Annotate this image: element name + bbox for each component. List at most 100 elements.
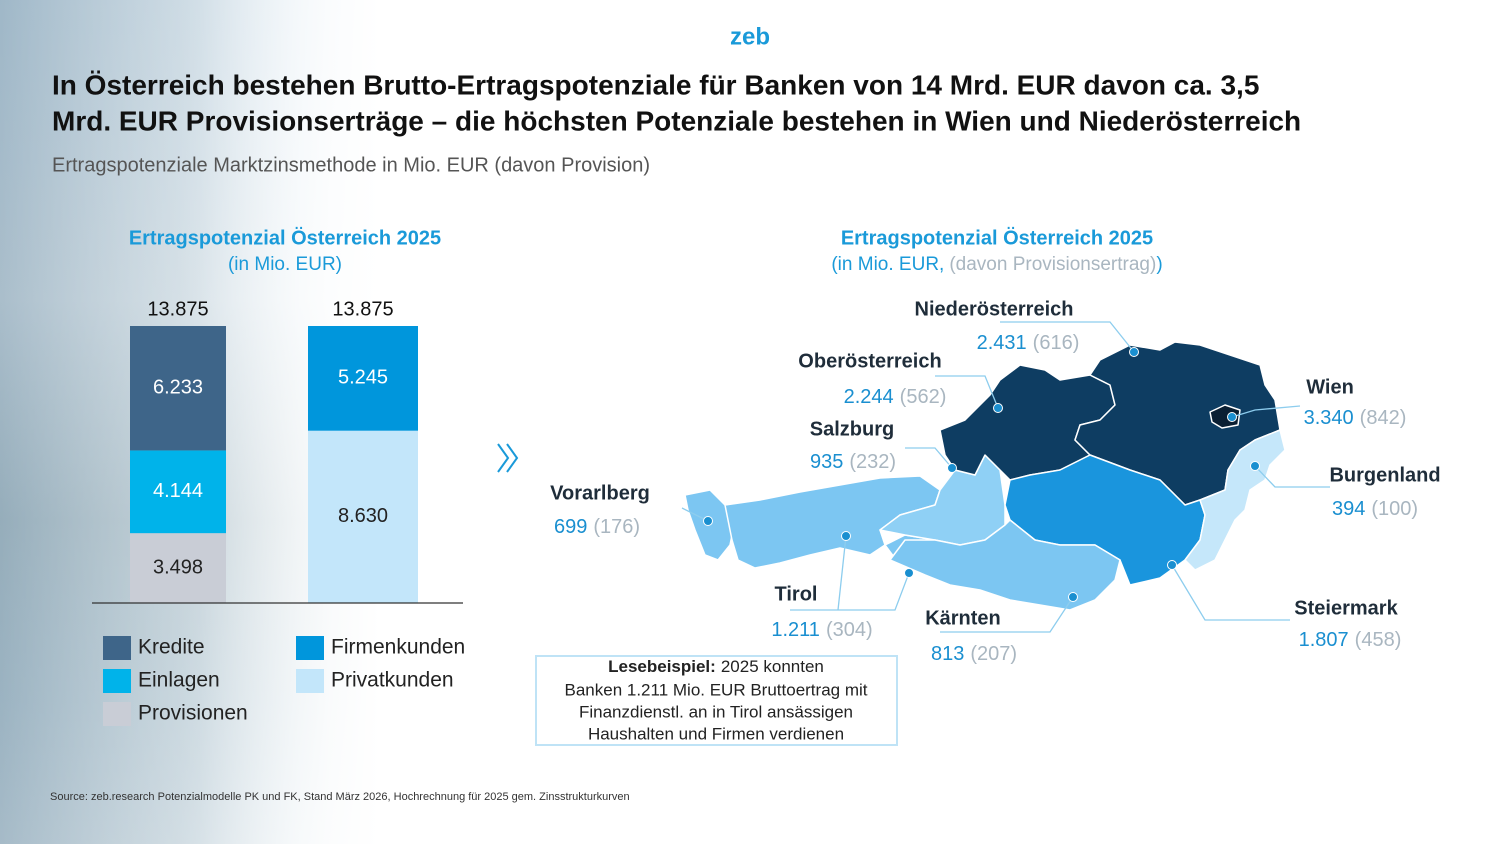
chart-subtitle: (in Mio. EUR) xyxy=(228,254,342,275)
region-dot xyxy=(947,463,957,473)
legend-label: Kredite xyxy=(138,636,205,659)
bar-value-label: 8.630 xyxy=(338,505,388,527)
reading-example-line: Finanzdienstl. an in Tirol ansässigen xyxy=(579,702,853,721)
region-dots xyxy=(703,347,1260,602)
region-value: 813 xyxy=(931,643,964,665)
region-dot xyxy=(904,568,914,578)
subtitle: Ertragspotenziale Marktzinsmethode in Mi… xyxy=(52,154,650,176)
region-provision: (207) xyxy=(970,643,1017,665)
chart-title: Ertragspotenzial Österreich 2025 xyxy=(129,226,441,249)
region-value: 3.340 xyxy=(1304,407,1354,429)
region-value: 394 xyxy=(1332,498,1365,520)
logo: zeb xyxy=(730,23,770,50)
region-burgenland xyxy=(1184,429,1286,571)
region-name: Oberösterreich xyxy=(798,350,941,372)
reading-example-line: Banken 1.211 Mio. EUR Bruttoertrag mit xyxy=(565,680,868,699)
region-dot xyxy=(1068,592,1078,602)
region-values: 699 (176) xyxy=(554,516,640,538)
region-name: Burgenland xyxy=(1329,464,1440,486)
source: Source: zeb.research Potenzialmodelle PK… xyxy=(50,791,630,803)
legend-label: Einlagen xyxy=(138,669,220,692)
region-labels: Niederösterreich 2.431 (616) Oberösterreich… xyxy=(550,298,1440,665)
region-provision: (232) xyxy=(849,451,896,473)
bar-total-label: 13.875 xyxy=(332,298,393,320)
map-subtitle: (in Mio. EUR, (davon Provisionsertrag)) xyxy=(831,254,1162,275)
title: In Österreich bestehen Brutto-Ertragspot… xyxy=(52,69,1259,100)
region-dot xyxy=(1167,560,1177,570)
region-values: 2.431 (616) xyxy=(977,332,1080,354)
region-name: Salzburg xyxy=(810,418,894,440)
bar-total-label: 13.875 xyxy=(147,298,208,320)
legend-swatch xyxy=(296,669,324,693)
leader-line xyxy=(1000,321,1135,353)
region-dot xyxy=(993,403,1003,413)
legend-swatch xyxy=(296,636,324,660)
region-values: 1.807 (458) xyxy=(1299,629,1402,651)
map-title: Ertragspotenzial Österreich 2025 xyxy=(841,226,1153,249)
region-kaernten xyxy=(889,519,1121,611)
reading-example-label: Lesebeispiel: xyxy=(608,657,716,676)
leader-line xyxy=(837,535,847,611)
reading-example-text: 2025 konnten xyxy=(721,657,824,676)
region-value: 699 xyxy=(554,516,587,538)
bar-value-label: 3.498 xyxy=(153,556,203,578)
chevron-icon xyxy=(497,443,519,473)
region-values: 394 (100) xyxy=(1332,498,1418,520)
stacked-bar-chart: 3.498 4.144 6.233 13.875 8.630 5.245 13.875 Kre… xyxy=(92,298,465,726)
region-provision: (616) xyxy=(1033,332,1080,354)
region-provision: (304) xyxy=(826,619,873,641)
map-subtitle-part: (davon Provisionsertrag) xyxy=(949,254,1156,275)
region-value: 935 xyxy=(810,451,843,473)
leader-line xyxy=(790,572,910,611)
region-values: 3.340 (842) xyxy=(1304,407,1407,429)
leader-line xyxy=(1254,465,1330,488)
map-subtitle-part: (in Mio. EUR, xyxy=(831,254,944,275)
bar-segment xyxy=(130,326,226,451)
map-subtitle-part: ) xyxy=(1156,254,1162,275)
legend-label: Privatkunden xyxy=(331,669,454,692)
region-value: 1.211 xyxy=(771,619,820,641)
bar-segment xyxy=(130,533,226,603)
leader-line xyxy=(905,447,953,469)
region-name: Vorarlberg xyxy=(550,482,650,504)
title: Mrd. EUR Provisionserträge – die höchste… xyxy=(52,105,1301,136)
bar-segment xyxy=(308,326,418,431)
region-values: 1.211 (304) xyxy=(771,619,872,641)
region-provision: (176) xyxy=(593,516,640,538)
legend-swatch xyxy=(103,702,131,726)
bar-segment xyxy=(130,450,226,534)
region-values: 813 (207) xyxy=(931,643,1017,665)
region-provision: (562) xyxy=(900,386,947,408)
region-provision: (458) xyxy=(1355,629,1402,651)
bar-value-label: 5.245 xyxy=(338,367,388,389)
region-name: Niederösterreich xyxy=(915,298,1074,320)
region-value: 2.244 xyxy=(844,386,894,408)
region-dot xyxy=(1250,461,1260,471)
bar-value-label: 4.144 xyxy=(153,480,203,502)
region-dot xyxy=(703,516,713,526)
region-value: 2.431 xyxy=(977,332,1027,354)
bar-segment xyxy=(308,430,418,603)
region-values: 2.244 (562) xyxy=(844,386,947,408)
legend-swatch xyxy=(103,636,131,660)
legend-label: Firmenkunden xyxy=(331,636,465,659)
region-dot xyxy=(841,531,851,541)
region-values: 935 (232) xyxy=(810,451,896,473)
legend-swatch xyxy=(103,669,131,693)
bar-value-label: 6.233 xyxy=(153,376,203,398)
austria-map xyxy=(684,341,1286,611)
region-name: Steiermark xyxy=(1294,597,1398,619)
leader-line xyxy=(1171,564,1290,621)
region-name: Kärnten xyxy=(925,607,1001,629)
leader-line xyxy=(1231,405,1301,418)
reading-example-line: Lesebeispiel: 2025 konnten xyxy=(608,657,824,676)
reading-example-line: Haushalten und Firmen verdienen xyxy=(588,724,844,743)
region-provision: (100) xyxy=(1371,498,1418,520)
region-value: 1.807 xyxy=(1299,629,1349,651)
region-name: Wien xyxy=(1306,376,1354,398)
reading-example-box xyxy=(535,655,898,746)
region-name: Tirol xyxy=(775,583,818,605)
region-dot xyxy=(1227,412,1237,422)
